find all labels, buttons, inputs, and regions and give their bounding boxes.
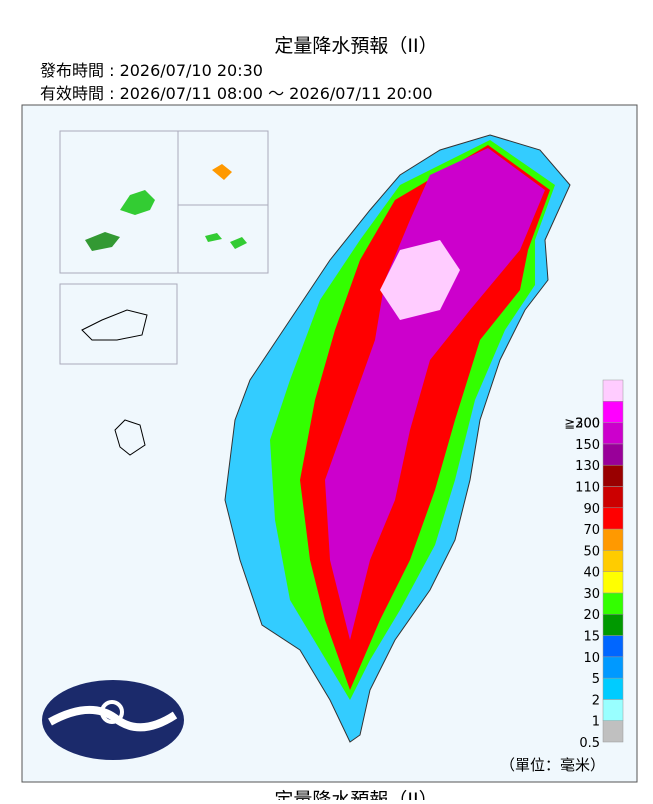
islands xyxy=(81,164,247,456)
legend-swatch xyxy=(602,379,624,402)
legend-label: 2 xyxy=(592,693,600,708)
issue-time: 發布時間 : 2026/07/10 20:30 xyxy=(40,61,263,80)
legend-swatch xyxy=(602,464,624,487)
legend-label: 50 xyxy=(583,544,600,559)
valid-time: 有效時間 : 2026/07/11 08:00 ～ 2026/07/11 20:… xyxy=(40,84,433,103)
legend-swatch xyxy=(602,507,624,530)
next-title: 定量降水預報（II） xyxy=(274,789,437,800)
legend-swatch xyxy=(602,677,624,700)
legend-swatch xyxy=(602,443,624,466)
legend-label: 1 xyxy=(592,715,600,730)
legend-label: ≧300 xyxy=(564,417,600,432)
legend-swatch xyxy=(602,635,624,658)
legend-swatch xyxy=(602,656,624,679)
logo xyxy=(42,680,184,760)
legend-swatch xyxy=(602,699,624,721)
inset-boxes xyxy=(59,130,269,365)
legend-label: 90 xyxy=(583,502,600,517)
legend-label: 200 xyxy=(575,417,600,432)
unit: （單位：毫米） xyxy=(500,756,605,774)
legend-label: 130 xyxy=(575,459,600,474)
legend-label: 110 xyxy=(575,480,600,495)
legend-label: 10 xyxy=(583,651,600,666)
legend-swatch xyxy=(602,422,624,445)
legend-swatch xyxy=(602,592,624,615)
legend-label: 150 xyxy=(575,438,600,453)
legend-swatch xyxy=(602,720,624,743)
taiwan-rainfall xyxy=(224,134,571,743)
legend-swatch xyxy=(602,486,624,509)
legend-label: 15 xyxy=(583,630,600,645)
legend-label: 20 xyxy=(583,608,600,623)
legend-label: 0.5 xyxy=(579,736,600,751)
legend-swatch xyxy=(602,528,624,551)
legend-label: 5 xyxy=(592,672,600,687)
legend-label: 30 xyxy=(583,587,600,602)
title: 定量降水預報（II） xyxy=(274,35,437,57)
legend: 0.5 1 2 5 10 15 20 30 40 50 70 90 110 130 150 200≧300 xyxy=(564,379,624,751)
legend-swatch xyxy=(602,550,624,572)
legend-swatch xyxy=(602,571,624,594)
legend-label: 40 xyxy=(583,566,600,581)
legend-label: 70 xyxy=(583,523,600,538)
legend-swatch xyxy=(602,401,624,423)
legend-swatch xyxy=(602,613,624,636)
